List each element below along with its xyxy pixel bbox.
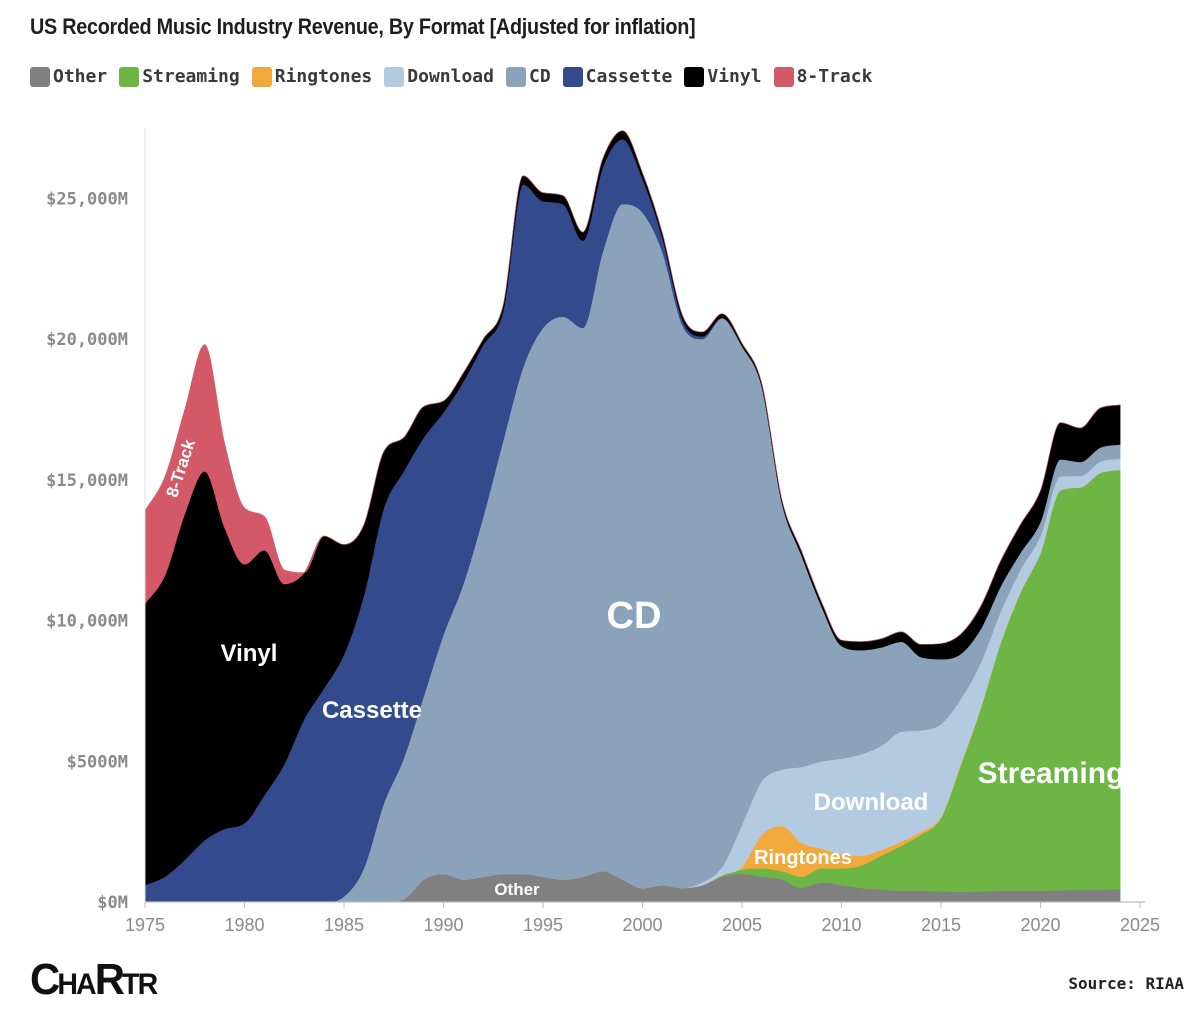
y-tick-label: $10,000M [46,612,128,632]
area-label-streaming: Streaming [978,757,1125,790]
x-tick-label: 2000 [622,915,662,935]
legend-label-cassette: Cassette [585,66,673,87]
area-label-download: Download [814,789,929,816]
source-note: Source: RIAA [1068,974,1184,993]
area-label-cd: CD [607,595,662,637]
legend-swatch-cassette [562,66,583,87]
y-tick-label: $0M [97,893,128,913]
chartr-logo: CHARTR [30,955,158,1004]
legend-item-vinyl: Vinyl [684,66,762,87]
area-label-other: Other [494,880,540,899]
x-tick-label: 1990 [423,915,463,935]
legend-item-cd: CD [505,66,551,87]
y-tick-label: $15,000M [46,471,128,491]
legend-swatch-vinyl [684,66,705,87]
x-tick-label: 2020 [1020,915,1060,935]
legend-item-8-track: 8-Track [773,66,873,87]
legend-label-8-track: 8-Track [796,66,873,87]
x-tick-label: 1975 [125,915,165,935]
legend-label-cd: CD [528,66,551,87]
legend-swatch-8-track [773,66,794,87]
chart-legend: Other Streaming Ringtones Download CD Ca… [30,66,884,87]
y-tick-label: $20,000M [46,330,128,350]
x-tick-label: 2010 [821,915,861,935]
legend-item-download: Download [384,66,494,87]
legend-label-other: Other [53,66,108,87]
legend-swatch-streaming [119,66,140,87]
legend-label-download: Download [407,66,494,87]
legend-label-streaming: Streaming [142,66,240,87]
legend-label-ringtones: Ringtones [274,66,373,87]
area-label-vinyl: Vinyl [221,640,278,667]
x-tick-label: 2025 [1120,915,1160,935]
legend-swatch-cd [505,66,526,87]
legend-item-cassette: Cassette [562,66,673,87]
x-tick-label: 2005 [722,915,762,935]
legend-swatch-ringtones [251,66,272,87]
x-tick-label: 1980 [224,915,264,935]
area-layers [144,130,1121,903]
legend-swatch-other [30,66,50,87]
y-tick-label: $25,000M [46,189,128,209]
x-tick-label: 2015 [921,915,961,935]
legend-item-streaming: Streaming [119,66,240,87]
legend-swatch-download [384,66,405,87]
y-tick-label: $5000M [67,752,128,772]
legend-item-ringtones: Ringtones [251,66,373,87]
area-label-ringtones: Ringtones [754,847,852,869]
axes: $0M $5000M $10,000M $15,000M $20,000M $25,000… [46,128,1160,935]
area-8-track [144,130,1121,645]
legend-item-other: Other [30,66,107,87]
legend-label-vinyl: Vinyl [707,66,762,87]
chart-title: US Recorded Music Industry Revenue, By F… [30,14,696,39]
x-tick-label: 1995 [523,915,563,935]
x-tick-label: 1985 [324,915,364,935]
area-label-cassette: Cassette [322,697,422,724]
